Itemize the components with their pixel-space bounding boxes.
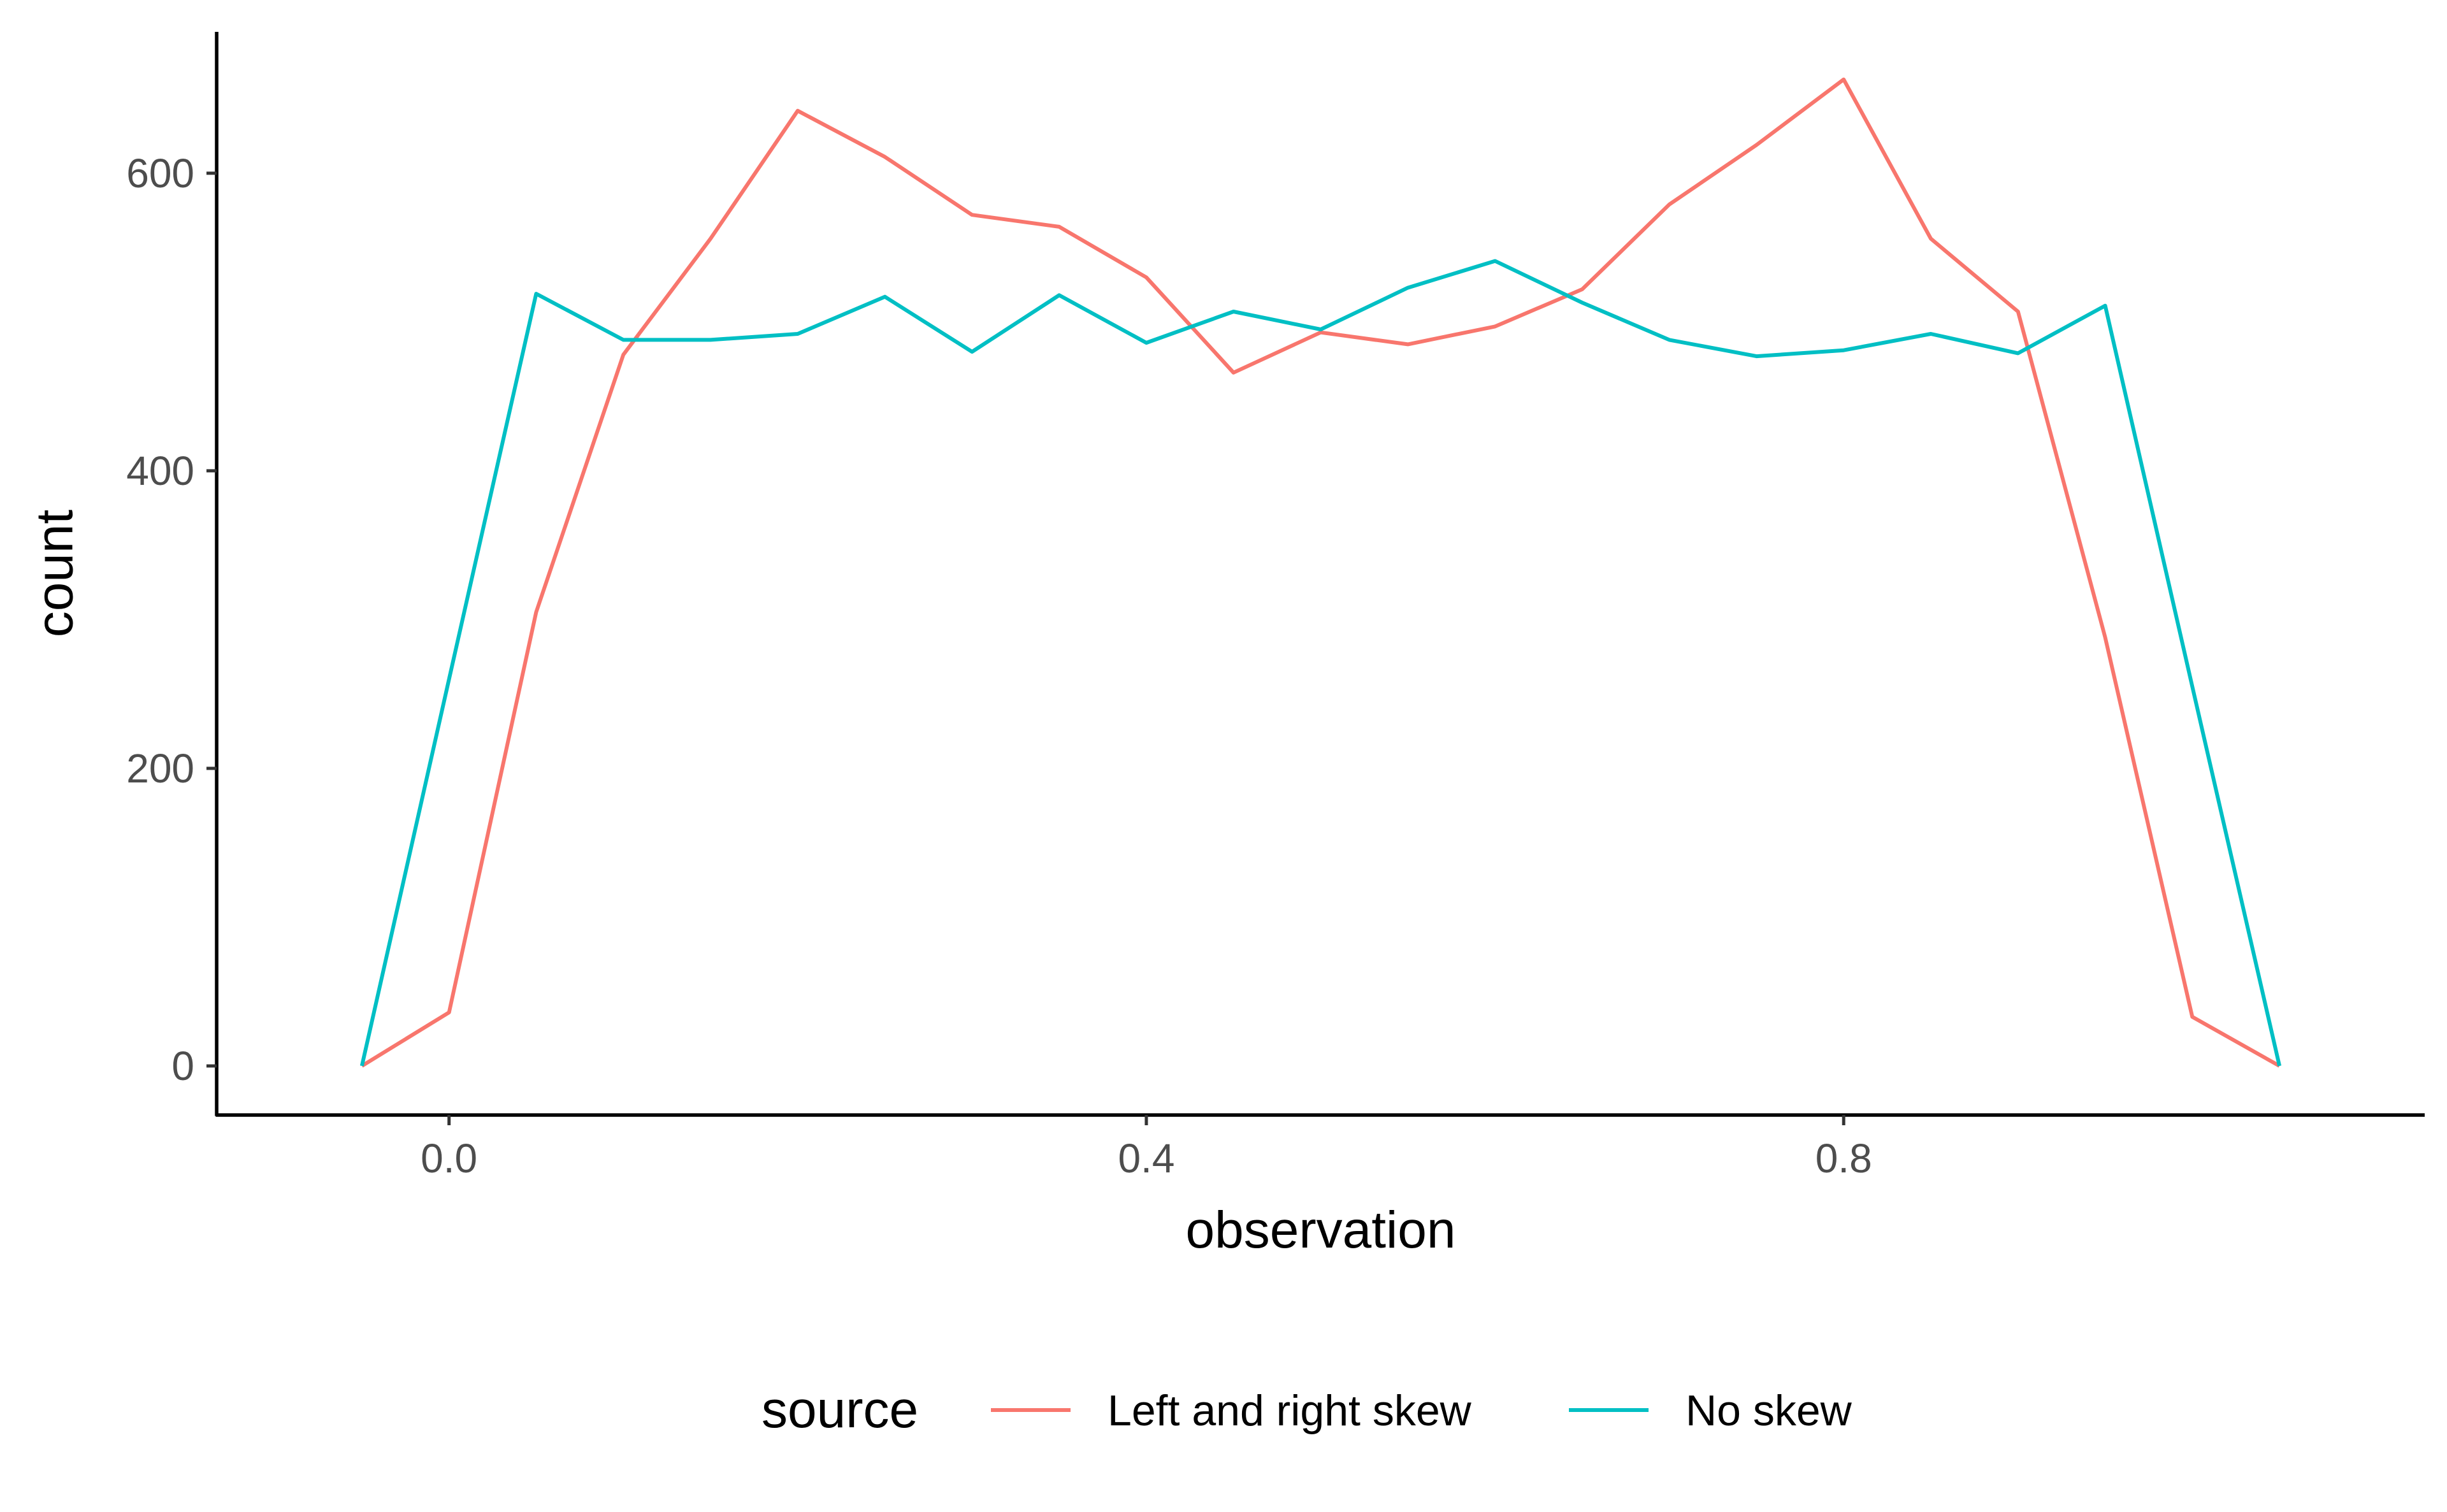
series-lines <box>359 77 2282 1068</box>
legend-label-1: No skew <box>1685 1386 1852 1435</box>
axis-labels: observation count <box>26 509 1456 1259</box>
y-tick-label: 600 <box>126 150 194 196</box>
y-tick-label: 200 <box>126 745 194 791</box>
legend: source Left and right skew No skew <box>762 1381 1852 1439</box>
legend-label-0: Left and right skew <box>1108 1386 1472 1435</box>
x-tick-label: 0.4 <box>1118 1135 1174 1181</box>
axes: 0 200 400 600 0.0 0.4 0.8 <box>126 32 2425 1181</box>
legend-title: source <box>762 1381 918 1439</box>
series-line-1 <box>359 259 2282 1067</box>
y-tick-label: 400 <box>126 448 194 494</box>
y-axis-title: count <box>26 509 84 637</box>
y-tick-label: 0 <box>171 1043 194 1089</box>
series-line-0 <box>361 77 2281 1068</box>
x-axis-title: observation <box>1186 1201 1456 1259</box>
x-tick-label: 0.8 <box>1815 1135 1872 1181</box>
x-tick-label: 0.0 <box>421 1135 477 1181</box>
